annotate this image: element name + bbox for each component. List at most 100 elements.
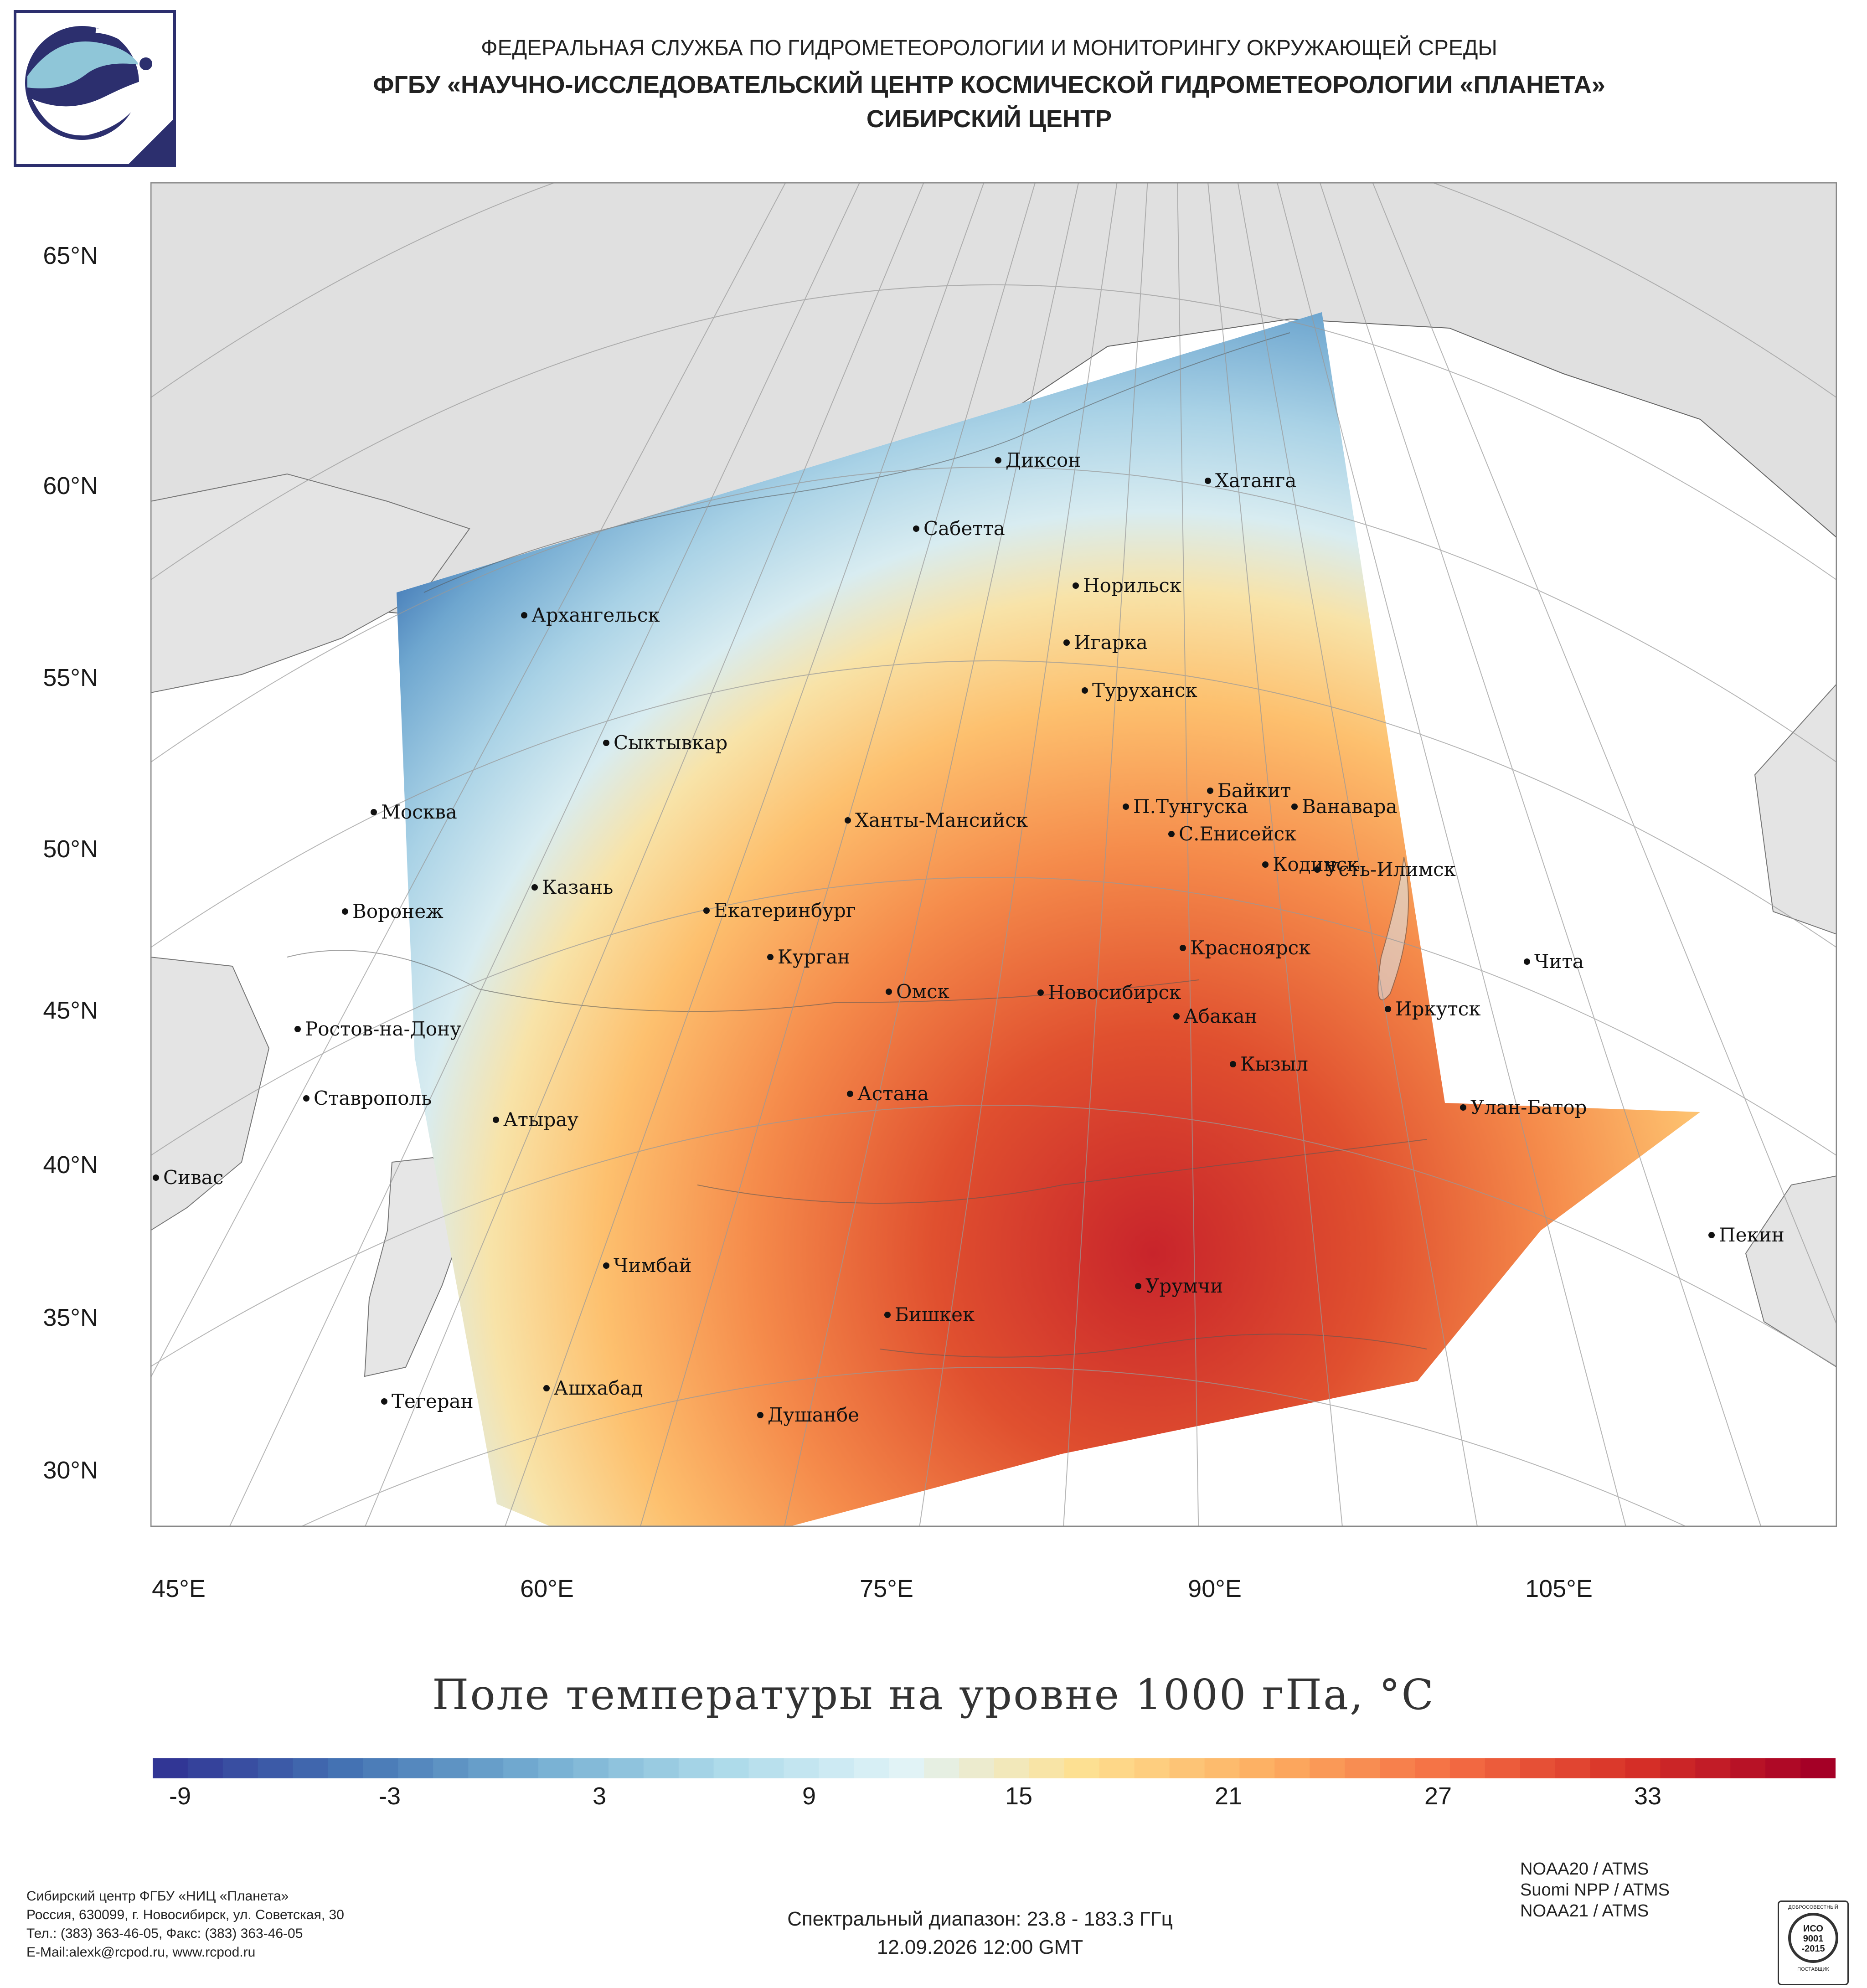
city-label: Диксон — [1006, 449, 1081, 471]
city-marker — [531, 884, 538, 891]
lat-label-40: 40°N — [43, 1151, 98, 1179]
colorbar-tick: 33 — [1634, 1782, 1662, 1810]
iso-badge-year: -2015 — [1801, 1944, 1825, 1954]
colorbar-segment — [1064, 1758, 1100, 1778]
city-marker — [1460, 1104, 1466, 1111]
colorbar-segment — [643, 1758, 679, 1778]
city-label: Туруханск — [1092, 679, 1197, 701]
city-label: Улан-Батор — [1470, 1096, 1587, 1118]
city-label: Сыктывкар — [614, 731, 727, 754]
colorbar-segment — [363, 1758, 399, 1778]
iso-badge-num: 9001 — [1803, 1934, 1824, 1944]
lat-label-30: 30°N — [43, 1457, 98, 1484]
colorbar-segment — [819, 1758, 855, 1778]
colorbar-segment — [1590, 1758, 1626, 1778]
colorbar-segment — [1169, 1758, 1205, 1778]
satellite-item: NOAA20 / ATMS — [1520, 1859, 1649, 1879]
city-label: Норильск — [1083, 574, 1181, 597]
colorbar-segment — [222, 1758, 258, 1778]
colorbar-segment — [1029, 1758, 1065, 1778]
land-east-southeast — [1745, 1175, 1837, 1368]
colorbar-tick: 3 — [592, 1782, 607, 1810]
city-marker — [1291, 803, 1298, 810]
city-label: Москва — [381, 801, 457, 823]
city-marker — [884, 1312, 891, 1318]
iso-badge-main: ИСО — [1803, 1924, 1823, 1934]
header-agency: ФЕДЕРАЛЬНАЯ СЛУЖБА ПО ГИДРОМЕТЕОРОЛОГИИ … — [481, 36, 1497, 60]
colorbar-segment — [293, 1758, 329, 1778]
city-label: Новосибирск — [1048, 981, 1181, 1004]
footer-org-line: Сибирский центр ФГБУ «НИЦ «Планета» — [26, 1889, 289, 1904]
colorbar-segment — [854, 1758, 890, 1778]
city-label: Сабетта — [923, 517, 1005, 540]
city-label: Хатанга — [1215, 469, 1296, 492]
footer-info: Спектральный диапазон: 23.8 - 183.3 ГГц … — [684, 1905, 1276, 1962]
city-marker — [342, 908, 348, 915]
footer-org-line: Россия, 630099, г. Новосибирск, ул. Сове… — [26, 1907, 344, 1922]
city-marker — [767, 954, 774, 960]
colorbar-segment — [1134, 1758, 1170, 1778]
city-label: Архангельск — [531, 604, 660, 626]
colorbar — [153, 1758, 1836, 1778]
lat-label-50: 50°N — [43, 835, 98, 863]
colorbar-segment — [1345, 1758, 1381, 1778]
lon-label-90: 90°E — [1188, 1575, 1242, 1602]
city-marker — [1037, 989, 1044, 996]
city-label: Омск — [896, 980, 949, 1003]
city-marker — [1168, 831, 1175, 837]
colorbar-segment — [1310, 1758, 1346, 1778]
city-marker — [995, 457, 1001, 464]
lon-label-45: 45°E — [152, 1575, 206, 1602]
colorbar-segment — [1730, 1758, 1766, 1778]
city-marker — [1524, 958, 1530, 965]
colorbar-tick: 27 — [1424, 1782, 1452, 1810]
colorbar-segment — [1204, 1758, 1240, 1778]
lat-label-45: 45°N — [43, 997, 98, 1024]
iso-badge: ДОБРОСОВЕСТНЫЙ ИСО 9001 -2015 ПОСТАВЩИК — [1778, 1900, 1849, 1985]
footer-org-line: Тел.: (383) 363-46-05, Факс: (383) 363-4… — [26, 1926, 303, 1941]
temperature-map: Диксон Хатанга Сабетта Норильск Архангельск И… — [150, 182, 1837, 1527]
colorbar-tick: 15 — [1005, 1782, 1033, 1810]
colorbar-segment — [1800, 1758, 1836, 1778]
city-label: Ростов-на-Дону — [305, 1018, 461, 1040]
colorbar-segment — [1555, 1758, 1591, 1778]
city-label: Урумчи — [1145, 1275, 1223, 1297]
city-label: Усть-Илимск — [1325, 858, 1456, 881]
colorbar-segment — [1660, 1758, 1696, 1778]
iso-badge-bottom: ПОСТАВЩИК — [1797, 1967, 1829, 1972]
colorbar-segment — [328, 1758, 364, 1778]
city-marker — [153, 1174, 159, 1181]
city-label: Ашхабад — [554, 1377, 643, 1399]
colorbar-segment — [678, 1758, 714, 1778]
city-marker — [845, 817, 851, 824]
satellite-list: NOAA20 / ATMS Suomi NPP / ATMS NOAA21 / … — [1520, 1859, 1670, 1921]
city-marker — [1173, 1013, 1180, 1020]
city-marker — [847, 1091, 853, 1097]
city-marker — [1314, 866, 1320, 873]
city-marker — [1135, 1283, 1141, 1289]
city-marker — [521, 612, 527, 618]
city-label: Сивас — [163, 1166, 223, 1189]
iso-badge-top: ДОБРОСОВЕСТНЫЙ — [1788, 1905, 1838, 1910]
observation-datetime: 12.09.2026 12:00 GMT — [877, 1936, 1083, 1958]
city-marker — [493, 1117, 499, 1123]
footer-org-line: E-Mail:alexk@rcpod.ru, www.rcpod.ru — [26, 1945, 256, 1960]
colorbar-segment — [1239, 1758, 1275, 1778]
city-label: Красноярск — [1190, 937, 1310, 959]
colorbar-segment — [994, 1758, 1030, 1778]
city-marker — [1205, 478, 1211, 484]
city-label: Иркутск — [1395, 998, 1480, 1020]
city-label: Чита — [1534, 950, 1584, 973]
spectral-range: Спектральный диапазон: 23.8 - 183.3 ГГц — [787, 1908, 1173, 1930]
colorbar-segment — [1380, 1758, 1415, 1778]
city-marker — [1073, 582, 1079, 589]
planeta-logo — [14, 10, 176, 167]
colorbar-segment — [398, 1758, 434, 1778]
colorbar-segment — [258, 1758, 294, 1778]
colorbar-segment — [959, 1758, 995, 1778]
city-marker — [1123, 803, 1129, 810]
map-title: Поле температуры на уровне 1000 гПа, °С — [432, 1670, 1435, 1719]
colorbar-segment — [608, 1758, 644, 1778]
colorbar-segment — [713, 1758, 749, 1778]
lat-label-60: 60°N — [43, 472, 98, 500]
